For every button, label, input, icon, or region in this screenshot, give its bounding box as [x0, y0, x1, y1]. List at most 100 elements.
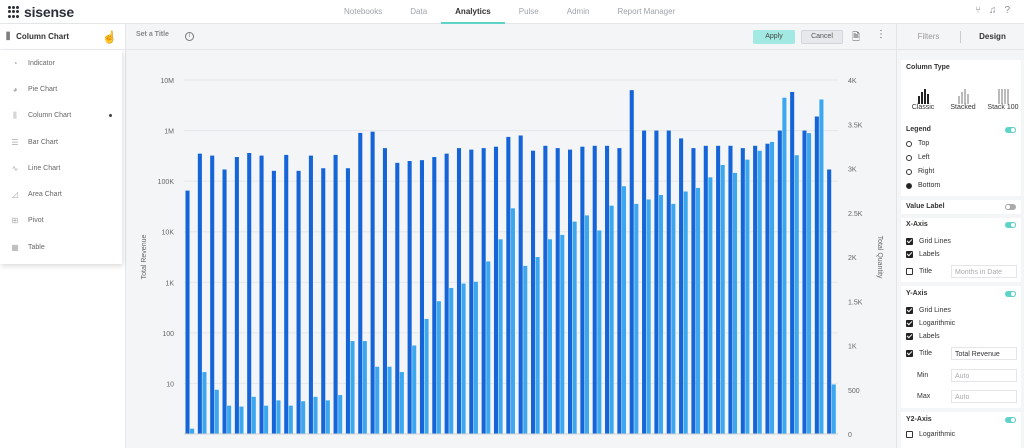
y-axis-title: Total Revenue — [141, 235, 148, 280]
legend-right-option[interactable]: Right — [906, 168, 934, 175]
nav-admin[interactable]: Admin — [566, 7, 590, 16]
revenue-bar — [580, 146, 585, 434]
revenue-bar — [210, 155, 215, 434]
legend-left-option[interactable]: Left — [906, 154, 930, 161]
x-labels-checkbox[interactable]: Labels — [906, 251, 940, 258]
quantity-bar — [461, 283, 466, 434]
column-type-stacked[interactable]: Stacked — [943, 78, 983, 118]
checkbox-label: Grid Lines — [919, 238, 951, 245]
type-item-column-chart[interactable]: ⫼ Column Chart — [0, 103, 122, 129]
info-icon[interactable]: i — [185, 32, 194, 41]
tab-separator — [960, 31, 961, 43]
x-grid-lines-checkbox[interactable]: Grid Lines — [906, 238, 951, 245]
legend-top-option[interactable]: Top — [906, 140, 929, 147]
quantity-bar — [597, 230, 602, 434]
classic-label: Classic — [911, 104, 935, 111]
type-label: Pivot — [28, 217, 44, 225]
quantity-bar — [658, 195, 664, 434]
nav-report-manager[interactable]: Report Manager — [617, 7, 676, 16]
y2-axis-toggle[interactable] — [1005, 417, 1016, 423]
type-item-pie-chart[interactable]: ◕ Pie Chart — [0, 76, 122, 102]
chart-type-panel: ⫼ Column Chart ☝ ◔ Indicator ◕ Pie Chart ⫼… — [0, 24, 126, 448]
quantity-bar — [745, 159, 750, 434]
column-chart-icon: ⫼ — [6, 31, 11, 41]
legend-section: Legend Top Left Right Bottom — [901, 124, 1021, 196]
revenue-bar — [432, 157, 437, 434]
revenue-bar — [728, 145, 733, 434]
y2-axis-section: Y2-Axis Logarithmic — [901, 412, 1021, 448]
tab-design[interactable]: Design — [979, 32, 1006, 41]
y-grid-lines-checkbox[interactable]: Grid Lines — [906, 307, 951, 314]
y2-tick-label: 1K — [848, 344, 857, 351]
y-tick-label: 100 — [162, 331, 174, 338]
column-chart-icon: ⫼ — [13, 110, 17, 120]
chart-type-selector[interactable]: ⫼ Column Chart ☝ — [0, 24, 125, 50]
quantity-bar — [807, 133, 812, 434]
y-title-input[interactable]: Total Revenue — [951, 347, 1017, 360]
type-label: Pie Chart — [28, 85, 58, 93]
chart-type-dropdown: ◔ Indicator ◕ Pie Chart ⫼ Column Chart ☰ Bar… — [0, 50, 122, 265]
y-tick-label: 100K — [158, 179, 175, 186]
nav-pulse[interactable]: Pulse — [518, 7, 539, 16]
branch-icon[interactable]: ⑂ — [974, 5, 981, 16]
x-title-input[interactable]: Months in Date — [951, 265, 1017, 278]
type-item-line-chart[interactable]: ∿ Line Chart — [0, 155, 122, 181]
y-min-input[interactable]: Auto — [951, 369, 1017, 382]
quantity-bar — [449, 287, 454, 434]
x-title-checkbox[interactable]: Title — [906, 268, 932, 275]
type-item-indicator[interactable]: ◔ Indicator — [0, 50, 122, 76]
sisense-logo[interactable]: sisense — [8, 4, 74, 20]
y-axis-toggle[interactable] — [1005, 291, 1016, 297]
type-item-pivot[interactable]: ⊞ Pivot — [0, 208, 122, 234]
legend-bottom-option[interactable]: Bottom — [906, 182, 940, 189]
x-axis-section: X-Axis Grid Lines Labels Title Months in… — [901, 218, 1021, 282]
revenue-bar — [802, 130, 807, 435]
title-input[interactable]: Set a Title — [136, 31, 169, 38]
stacked-icon — [943, 84, 983, 104]
y-tick-label: 10 — [166, 381, 174, 388]
revenue-bar — [358, 132, 363, 435]
bell-icon[interactable]: ♫ — [988, 5, 997, 16]
legend-toggle[interactable] — [1005, 127, 1016, 133]
type-item-table[interactable]: ▦ Table — [0, 234, 122, 260]
quantity-bar — [708, 177, 713, 434]
nav-notebooks[interactable]: Notebooks — [344, 7, 383, 16]
y-tick-label: 1M — [164, 129, 174, 136]
nav-data[interactable]: Data — [410, 7, 428, 16]
tab-filters[interactable]: Filters — [917, 32, 940, 41]
top-icons: ⑂ ♫ ? — [975, 5, 1010, 16]
y2-tick-label: 2K — [848, 255, 857, 262]
nav-analytics[interactable]: Analytics — [441, 0, 505, 24]
x-axis-toggle[interactable] — [1005, 222, 1016, 228]
quantity-bar — [498, 239, 503, 434]
stack100-label: Stack 100 — [987, 104, 1019, 111]
value-label-toggle[interactable] — [1005, 204, 1016, 210]
y-title-checkbox[interactable]: Title — [906, 350, 932, 357]
radio-icon — [906, 154, 912, 161]
apply-button[interactable]: Apply — [753, 30, 795, 44]
y-logarithmic-checkbox[interactable]: Logarithmic — [906, 320, 955, 327]
y2-logarithmic-checkbox[interactable]: Logarithmic — [906, 431, 955, 438]
column-type-options: Classic Stacked Stack 100 — [901, 78, 1021, 122]
quantity-bar — [572, 221, 577, 434]
document-icon[interactable]: 🗎 — [852, 32, 861, 43]
revenue-bar — [469, 149, 474, 434]
quantity-bar — [720, 164, 725, 434]
help-icon[interactable]: ? — [1004, 5, 1010, 16]
column-type-stack100[interactable]: Stack 100 — [983, 78, 1023, 118]
revenue-bar — [395, 162, 400, 434]
revenue-bar — [382, 148, 387, 434]
radio-icon — [906, 168, 912, 175]
quantity-bar — [794, 155, 799, 434]
stack100-icon — [983, 84, 1023, 104]
column-type-classic[interactable]: Classic — [903, 78, 943, 118]
cancel-button[interactable]: Cancel — [801, 30, 843, 44]
y-max-input[interactable]: Auto — [951, 390, 1017, 403]
more-options-icon[interactable]: ⋮ — [876, 29, 886, 40]
type-item-area-chart[interactable]: ◿ Area Chart — [0, 181, 122, 207]
quantity-bar — [338, 395, 343, 434]
type-item-bar-chart[interactable]: ☰ Bar Chart — [0, 129, 122, 155]
quantity-bar — [214, 389, 219, 434]
y-labels-checkbox[interactable]: Labels — [906, 333, 940, 340]
widget-toolbar: Set a Title i Apply Cancel 🗎 ⋮ — [126, 24, 896, 50]
